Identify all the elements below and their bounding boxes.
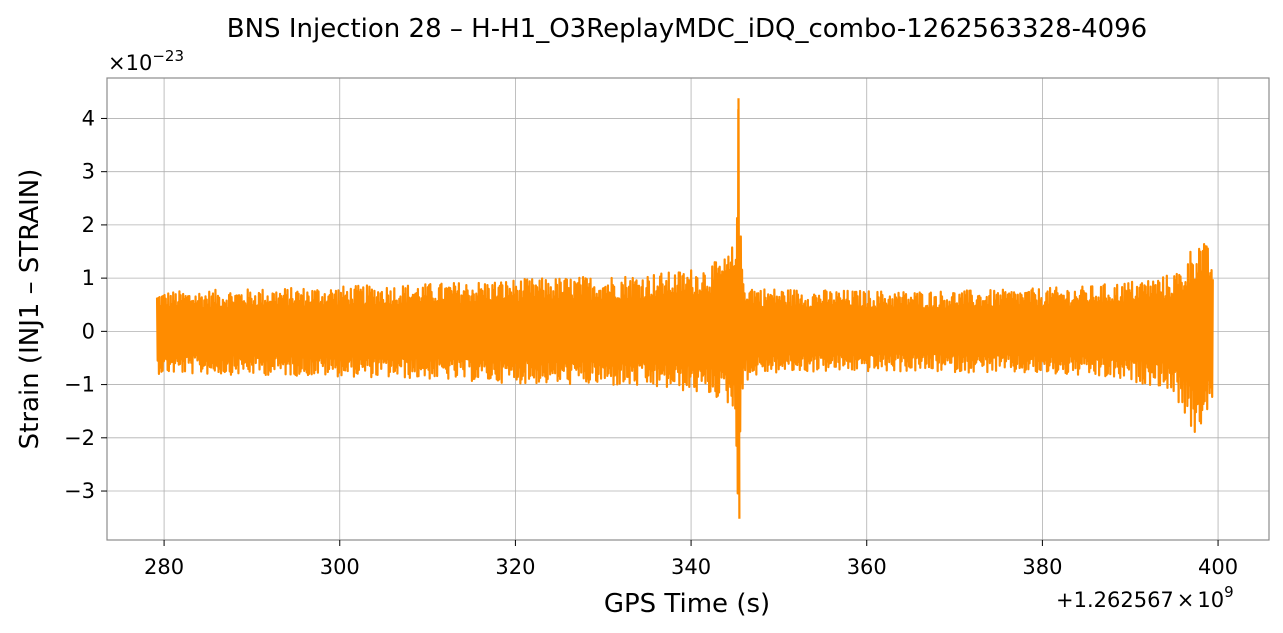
x-tick-label: 380 bbox=[1022, 555, 1062, 579]
y-tick-label: 1 bbox=[82, 266, 95, 290]
y-tick-label: 4 bbox=[82, 106, 95, 130]
y-axis-multiplier: ×10−23 bbox=[108, 47, 184, 75]
y-tick-label: 3 bbox=[82, 160, 95, 184]
x-tick-label: 300 bbox=[320, 555, 360, 579]
x-axis-label: GPS Time (s) bbox=[604, 589, 770, 619]
x-axis-offset-value: +1.262567 bbox=[1056, 588, 1174, 612]
x-axis-offset-exponent: 9 bbox=[1224, 583, 1234, 601]
y-tick-label: 2 bbox=[82, 213, 95, 237]
x-tick-label: 400 bbox=[1198, 555, 1238, 579]
axis-ticks: 280 300 320 340 360 380 400 −3 −2 −1 0 1 2 3 4 bbox=[64, 106, 1238, 579]
series-line bbox=[155, 98, 1214, 519]
x-tick-label: 320 bbox=[495, 555, 535, 579]
y-tick-label: −1 bbox=[64, 373, 95, 397]
x-tick-label: 360 bbox=[847, 555, 887, 579]
plot-frame bbox=[106, 77, 1270, 541]
x-tick-label: 340 bbox=[671, 555, 711, 579]
series-strain bbox=[155, 98, 1214, 519]
y-tick-label: −3 bbox=[64, 479, 95, 503]
x-axis-offset: +1.262567 × 109 bbox=[1056, 583, 1234, 612]
y-axis-multiplier-base: ×10 bbox=[108, 51, 152, 75]
x-axis-offset-base: 10 bbox=[1197, 588, 1224, 612]
x-axis-offset-times: × bbox=[1177, 588, 1195, 612]
y-axis-label: Strain (INJ1 – STRAIN) bbox=[15, 169, 45, 450]
y-tick-label: −2 bbox=[64, 426, 95, 450]
x-tick-label: 280 bbox=[144, 555, 184, 579]
y-tick-label: 0 bbox=[82, 319, 95, 343]
y-axis-multiplier-exponent: −23 bbox=[152, 47, 184, 65]
chart-title: BNS Injection 28 – H-H1_O3ReplayMDC_iDQ_… bbox=[227, 14, 1147, 44]
